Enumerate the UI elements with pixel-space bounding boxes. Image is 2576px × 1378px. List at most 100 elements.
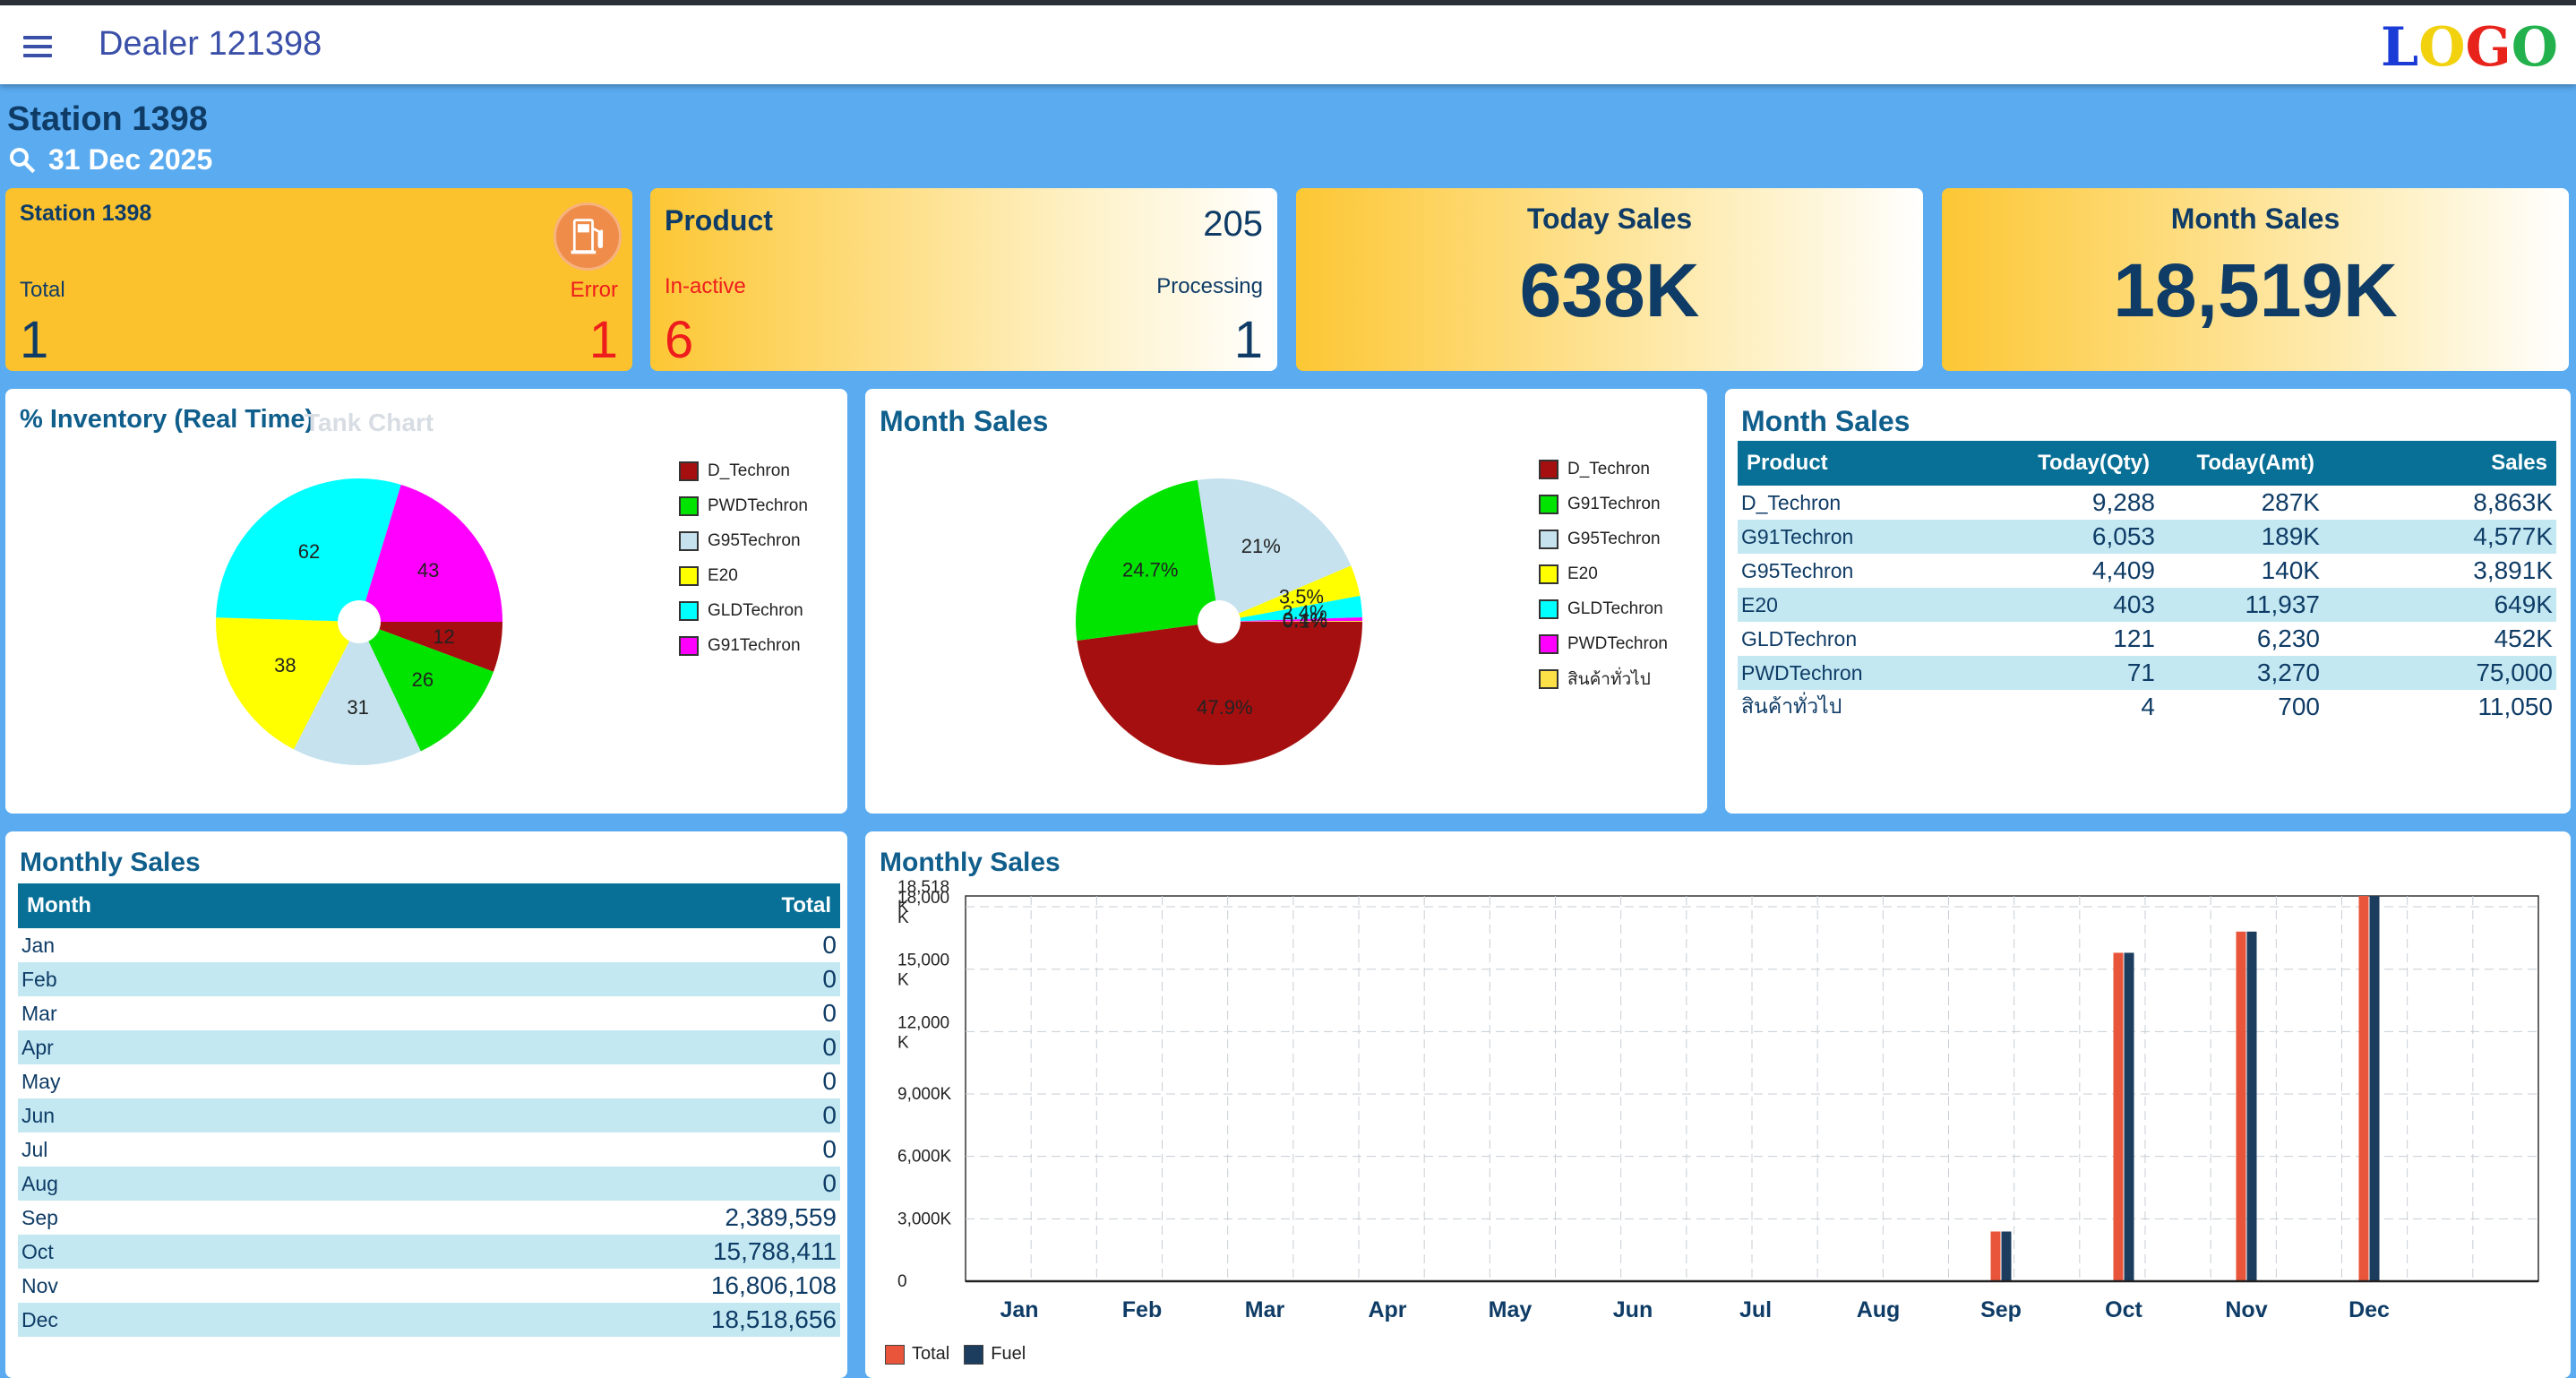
- legend-item[interactable]: สินค้าทั่วไป: [1539, 661, 1668, 696]
- month-sales-title: Month Sales: [2170, 202, 2340, 235]
- date-picker[interactable]: 31 Dec 2025: [7, 143, 212, 177]
- pie-slice[interactable]: [1219, 616, 1362, 622]
- logo-letter: O: [2418, 16, 2466, 79]
- bar-fuel[interactable]: [2124, 952, 2134, 1281]
- legend-label: PWDTechron: [708, 495, 808, 515]
- table-row: Jun 0: [18, 1098, 840, 1133]
- tab-tank-chart[interactable]: Tank Chart: [305, 409, 434, 436]
- legend-label: G91Techron: [708, 635, 801, 655]
- legend-item[interactable]: D_Techron: [1539, 452, 1668, 487]
- today-sales-title: Today Sales: [1526, 202, 1693, 235]
- legend-item[interactable]: GLDTechron: [679, 593, 808, 628]
- pie-slice[interactable]: [216, 478, 401, 622]
- pie-slice[interactable]: [293, 622, 421, 765]
- inventory-legend: D_Techron PWDTechron G95Techron E20 GLDTechr…: [679, 453, 808, 663]
- month-cell: Feb: [18, 962, 333, 996]
- y-tick-label: 3,000K: [897, 1210, 952, 1228]
- legend-label: D_Techron: [708, 461, 790, 480]
- legend-fuel-swatch: [964, 1344, 984, 1365]
- legend-item[interactable]: PWDTechron: [679, 488, 808, 523]
- app-bar: Dealer 121398 LOGO: [0, 5, 2576, 84]
- x-tick-label: Sep: [1980, 1297, 2022, 1322]
- bar-total[interactable]: [1990, 1231, 2001, 1281]
- legend-label: GLDTechron: [708, 600, 803, 620]
- legend-label: G91Techron: [1567, 494, 1661, 513]
- legend-item[interactable]: G91Techron: [1539, 487, 1668, 521]
- total-cell: 0: [822, 931, 837, 959]
- table-row: D_Techron 9,288 287K 8,863K: [1738, 486, 2556, 520]
- monthly-sales-table-panel: Monthly Sales Month Total Jan 0 Feb 0 Mar 0 Ap…: [5, 831, 847, 1378]
- month-cell: Dec: [18, 1303, 333, 1337]
- col-today-amt: Today(Amt): [2159, 441, 2323, 486]
- pie-slice[interactable]: [1197, 478, 1352, 622]
- pie-slice-label: 31: [347, 696, 368, 719]
- pie-slice[interactable]: [359, 484, 502, 622]
- pie-slice[interactable]: [359, 622, 502, 672]
- monthly-sales-table-title: Monthly Sales: [20, 848, 201, 877]
- value-cell: 71: [2006, 656, 2159, 690]
- value-cell: 3,270: [2159, 656, 2323, 690]
- value-cell: 4,577K: [2323, 520, 2556, 554]
- legend-item[interactable]: G91Techron: [679, 628, 808, 663]
- pie-slice[interactable]: [216, 617, 359, 750]
- logo-letter: O: [2511, 16, 2558, 79]
- legend-item[interactable]: GLDTechron: [1539, 591, 1668, 626]
- col-product: Product: [1738, 441, 2006, 486]
- month-sales-table: Product Today(Qty) Today(Amt) Sales D_Te…: [1738, 441, 2556, 724]
- pie-slice[interactable]: [1077, 622, 1362, 765]
- value-cell: 287K: [2261, 488, 2320, 516]
- total-cell: 0: [822, 1135, 837, 1163]
- col-month: Month: [18, 883, 333, 928]
- value-cell: 403: [2006, 588, 2159, 622]
- bar-fuel[interactable]: [2001, 1231, 2012, 1281]
- search-icon[interactable]: [7, 145, 38, 176]
- bar-total[interactable]: [2236, 931, 2246, 1281]
- pie-slice[interactable]: [1076, 479, 1219, 642]
- monthly-sales-table: Month Total Jan 0 Feb 0 Mar 0 Apr 0 May 0 Jun 0 Jul 0…: [18, 883, 840, 1337]
- legend-swatch: [1539, 633, 1558, 654]
- table-row: สินค้าทั่วไป 4 700 11,050: [1738, 690, 2556, 724]
- bar-total[interactable]: [2358, 896, 2369, 1281]
- error-label: Error: [570, 278, 618, 302]
- legend-label: G95Techron: [708, 530, 801, 550]
- legend-item[interactable]: E20: [1539, 556, 1668, 591]
- date-text[interactable]: 31 Dec 2025: [48, 143, 213, 176]
- total-cell: 2,389,559: [725, 1203, 837, 1231]
- col-today-qty: Today(Qty): [2006, 441, 2159, 486]
- legend-label: สินค้าทั่วไป: [1567, 669, 1651, 689]
- product-name-cell: G91Techron: [1738, 520, 2006, 554]
- menu-icon[interactable]: [23, 36, 52, 57]
- product-name-cell: สินค้าทั่วไป: [1741, 694, 1842, 718]
- bar-fuel[interactable]: [2246, 931, 2257, 1281]
- monthly-sales-chart-title: Monthly Sales: [880, 848, 1060, 877]
- legend-item[interactable]: D_Techron: [679, 453, 808, 488]
- bar-fuel[interactable]: [2369, 896, 2380, 1281]
- legend-item[interactable]: G95Techron: [1539, 521, 1668, 556]
- station-status-card: Station 1398 Total Error 1 1: [5, 188, 632, 371]
- legend-label: D_Techron: [1567, 459, 1650, 478]
- monthly-sales-chart-panel: Monthly Sales 0 3,000K 6,000K 9,000K 12,000 K…: [865, 831, 2571, 1378]
- table-row: Jul 0: [18, 1133, 840, 1167]
- pie-slice[interactable]: [1219, 565, 1361, 622]
- legend-item[interactable]: E20: [679, 558, 808, 593]
- legend-total-label: Total: [912, 1344, 950, 1364]
- pie-slice-label: 24.7%: [1122, 558, 1178, 581]
- legend-item[interactable]: G95Techron: [679, 523, 808, 558]
- legend-swatch: [679, 495, 699, 516]
- pie-slice-label: 26: [412, 668, 434, 691]
- product-name-cell: GLDTechron: [1741, 626, 1858, 650]
- legend-item[interactable]: PWDTechron: [1539, 626, 1668, 661]
- value-cell: 700: [2278, 693, 2320, 720]
- pie-slice-label: 38: [274, 654, 296, 676]
- month-cell: Nov: [21, 1273, 58, 1297]
- bar-total[interactable]: [2113, 952, 2124, 1281]
- legend-label: PWDTechron: [1567, 633, 1668, 653]
- value-cell: 11,050: [2477, 693, 2553, 720]
- pie-slice[interactable]: [1219, 596, 1362, 622]
- pie-slice[interactable]: [359, 622, 494, 752]
- month-cell: Sep: [21, 1205, 58, 1229]
- table-row: G95Techron 4,409 140K 3,891K: [1738, 554, 2556, 588]
- y-tick-label: 12,000 K: [897, 1013, 949, 1052]
- month-sales-table-panel: Month Sales Product Today(Qty) Today(Amt…: [1725, 389, 2571, 814]
- col-sales: Sales: [2323, 441, 2556, 486]
